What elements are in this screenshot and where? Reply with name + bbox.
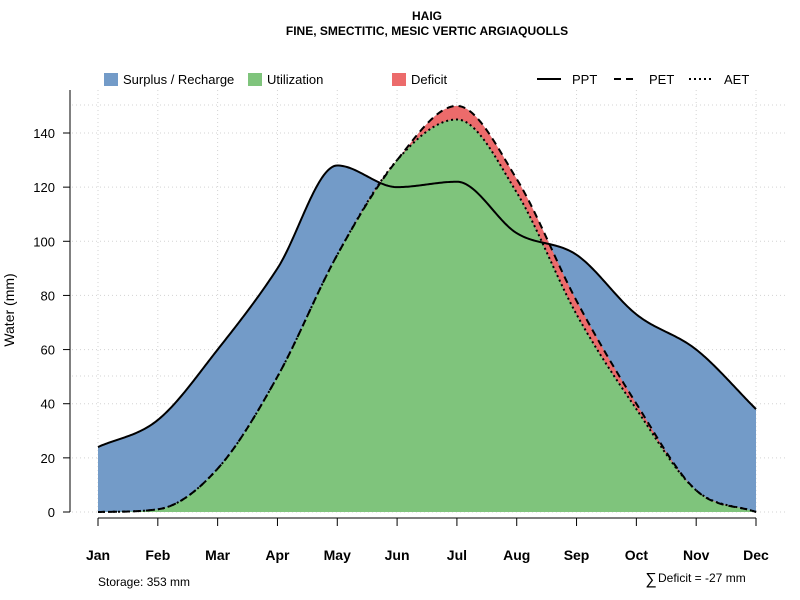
x-tick-label: Jan — [86, 547, 110, 563]
legend-label: PET — [649, 72, 674, 87]
x-tick-label: Jun — [385, 547, 410, 563]
legend-label: Utilization — [267, 72, 323, 87]
y-tick-label: 120 — [33, 180, 55, 195]
y-tick-label: 20 — [41, 451, 55, 466]
y-tick-label: 40 — [41, 397, 55, 412]
legend-label: AET — [724, 72, 749, 87]
legend-swatch — [392, 73, 406, 86]
deficit-annotation: Deficit = -27 mm — [658, 571, 746, 585]
x-tick-label: May — [324, 547, 351, 563]
deficit-sum-icon: ∑ — [645, 571, 656, 588]
x-tick-label: Mar — [205, 547, 230, 563]
legend-label: Surplus / Recharge — [123, 72, 234, 87]
x-tick-label: Apr — [265, 547, 290, 563]
y-tick-label: 80 — [41, 288, 55, 303]
y-tick-label: 60 — [41, 343, 55, 358]
legend-swatch — [104, 73, 118, 86]
chart-subtitle: FINE, SMECTITIC, MESIC VERTIC ARGIAQUOLL… — [286, 24, 568, 38]
y-tick-label: 0 — [48, 505, 55, 520]
x-tick-label: Feb — [145, 547, 170, 563]
x-tick-label: Sep — [564, 547, 590, 563]
chart-title: HAIG — [412, 9, 442, 23]
x-tick-label: Jul — [447, 547, 467, 563]
legend-label: Deficit — [411, 72, 448, 87]
axes: 0 20 40 60 80 100 120 140 Jan Feb Mar Apr May Jun Jul A… — [33, 90, 769, 563]
legend: Surplus / Recharge Utilization Deficit PPT P… — [104, 72, 749, 87]
x-tick-label: Oct — [625, 547, 649, 563]
legend-swatch — [248, 73, 262, 86]
y-tick-label: 100 — [33, 234, 55, 249]
storage-annotation: Storage: 353 mm — [98, 575, 190, 589]
y-axis-label: Water (mm) — [1, 273, 17, 346]
utilization-area — [98, 119, 756, 513]
legend-label: PPT — [572, 72, 597, 87]
ppt-line — [97, 164, 757, 448]
x-tick-label: Dec — [743, 547, 769, 563]
x-tick-label: Aug — [503, 547, 530, 563]
x-tick-label: Nov — [683, 547, 710, 563]
y-tick-label: 140 — [33, 126, 55, 141]
